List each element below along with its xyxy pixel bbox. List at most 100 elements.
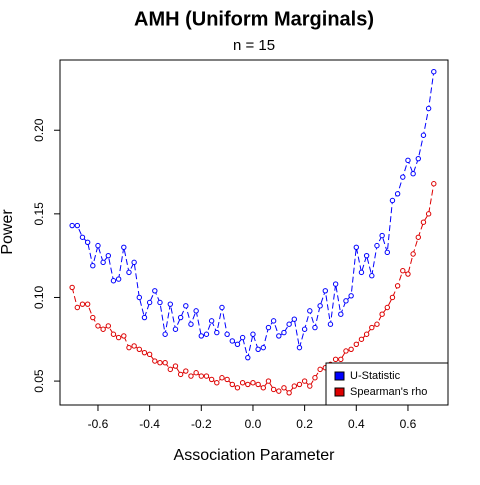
data-point [384,249,390,256]
data-point [317,303,323,309]
data-point [198,373,205,379]
chart-title: AMH (Uniform Marginals) [134,8,374,30]
data-point [162,359,168,366]
legend-swatch [334,371,345,381]
data-point [431,181,437,187]
data-point [157,299,163,306]
data-point [84,301,91,307]
data-point [353,244,359,251]
series-line [72,71,435,358]
data-point [281,385,287,391]
data-point [312,324,318,331]
chart-subtitle: n = 15 [233,37,275,54]
data-point [250,380,256,386]
legend-label: Spearman's rho [350,386,427,398]
data-point [322,288,328,294]
data-point [255,381,261,388]
data-point [260,344,266,351]
data-point [203,331,210,337]
data-point [394,283,401,289]
data-point [208,318,215,324]
data-point [79,301,86,307]
data-point [281,329,287,336]
data-point [152,288,158,294]
data-point [348,346,354,353]
data-point [141,314,148,321]
data-point [286,390,292,396]
data-point [410,251,416,257]
x-tick-label: 0.0 [245,417,262,431]
data-point [146,351,153,358]
data-point [219,304,225,311]
data-point [234,385,241,391]
data-point [105,323,112,329]
data-point [358,336,365,342]
data-point [203,373,210,379]
y-tick-label: 0.15 [32,202,46,226]
data-point [141,349,148,356]
data-point [110,331,117,337]
data-point [229,381,236,388]
data-point [157,359,163,366]
data-point [260,385,266,391]
data-point [126,269,132,276]
data-point [379,232,385,239]
data-point [177,371,184,378]
data-point [270,386,277,393]
x-tick-label: -0.2 [191,417,212,431]
data-point [415,155,421,162]
x-tick-label: -0.4 [139,417,160,431]
data-point [239,380,246,386]
x-tick-label: 0.2 [296,417,313,431]
data-point [250,331,256,337]
data-point [105,252,112,259]
data-point [312,375,318,381]
data-point [384,304,390,311]
data-point [90,262,96,269]
data-point [276,333,282,339]
data-point [286,321,292,327]
data-point [363,252,370,259]
data-point [84,239,91,245]
data-point [146,299,153,306]
data-point [100,259,106,266]
data-point [245,354,251,361]
x-tick-label: 0.6 [400,417,417,431]
data-point [74,304,81,311]
legend-swatch [334,387,345,397]
data-point [400,174,406,180]
data-point [74,222,81,229]
data-point [276,388,282,394]
plot-frame [59,59,449,406]
legend-label: U-Statistic [350,370,401,382]
data-point [255,346,261,353]
data-point [270,318,277,324]
y-tick-label: 0.05 [32,369,46,393]
x-tick-label: -0.6 [88,417,109,431]
data-point [405,271,411,277]
data-point [69,222,75,229]
data-point [353,341,359,347]
data-point [177,314,184,321]
data-point [400,268,406,274]
data-point [317,366,323,373]
data-point [296,381,303,388]
y-tick-label: 0.20 [32,118,46,142]
data-point [379,311,385,317]
data-point [214,380,220,386]
data-point [193,308,199,314]
data-point [338,311,344,317]
data-point [369,273,375,279]
data-point [389,294,396,301]
data-point [234,341,241,347]
data-point [338,356,344,363]
data-point [198,333,205,339]
data-point [332,356,339,363]
data-point [307,383,313,389]
data-point [162,331,168,337]
data-point [115,276,122,282]
data-point [193,370,199,376]
y-tick-label: 0.10 [32,285,46,309]
data-point [229,338,236,344]
